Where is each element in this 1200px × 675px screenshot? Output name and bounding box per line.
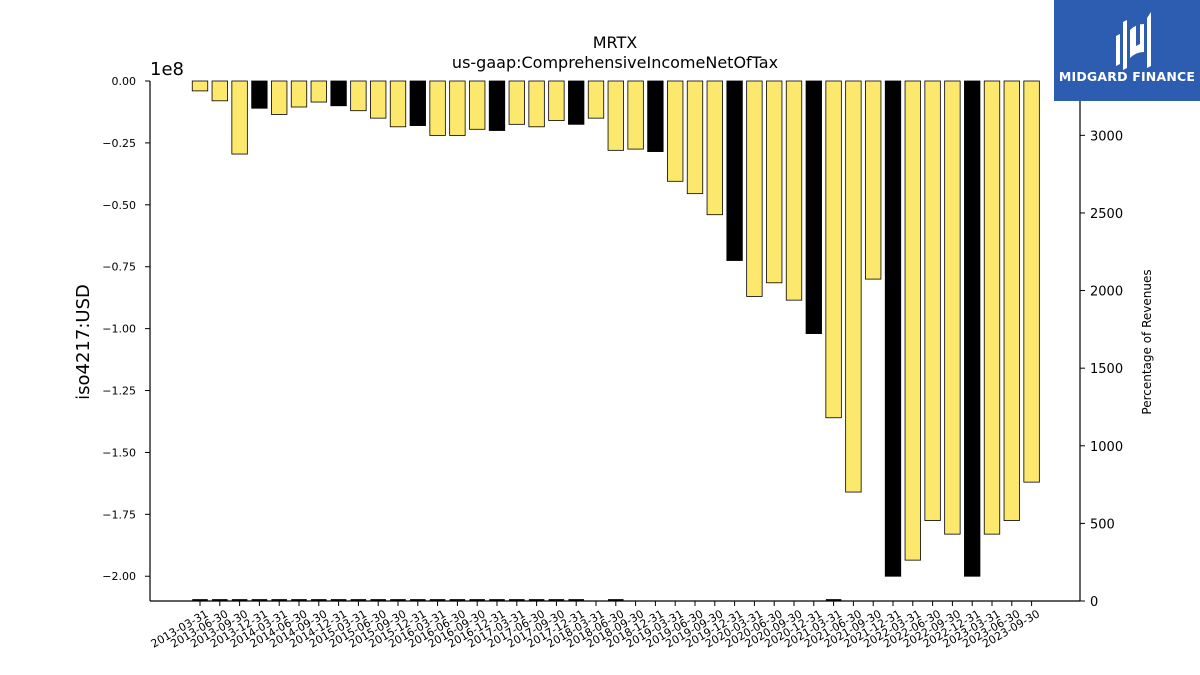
revenue-pct-bar-2013-06-30: [212, 599, 228, 601]
revenue-pct-bar-2014-03-31: [271, 599, 287, 601]
y-axis-scale-label: 1e8: [150, 59, 184, 80]
y2-tick-label: 3000: [1090, 129, 1123, 144]
bar-2021-12-31: [884, 80, 902, 577]
revenue-pct-bar-2013-09-30: [231, 599, 248, 601]
bar-2021-09-30: [865, 80, 882, 280]
bar-2019-03-31: [667, 80, 684, 182]
brand-logo: MIDGARD FINANCE: [1054, 0, 1200, 101]
bar-2020-12-31: [805, 80, 822, 334]
revenue-pct-bar-2016-06-30: [449, 599, 466, 601]
bar-2017-12-31: [568, 80, 585, 125]
revenue-pct-bar-2016-12-31: [489, 599, 505, 601]
revenue-pct-bar-2017-03-31: [509, 599, 525, 601]
bar-2023-03-31: [983, 80, 1001, 535]
revenue-pct-bar-2018-06-30: [608, 599, 624, 601]
y-tick-label: −1.75: [102, 508, 136, 521]
y2-tick-label: 2000: [1090, 285, 1123, 300]
revenue-pct-bar-2014-06-30: [291, 599, 307, 601]
bar-2020-03-31: [746, 80, 763, 297]
revenue-pct-bar-2015-03-31: [350, 599, 367, 601]
bar-2022-12-31: [964, 80, 981, 577]
bar-2022-03-31: [904, 80, 921, 561]
chart-subtitle: us-gaap:ComprehensiveIncomeNetOfTax: [452, 53, 778, 72]
revenue-pct-bar-2015-09-30: [390, 599, 406, 601]
y-tick-label: −2.00: [102, 570, 136, 583]
y-ticks-group: 0.00 −0.25 −0.50 −0.75 −1.00 −1.25 −1.50 −1.75 −…: [102, 75, 150, 583]
y2-axis-label: Percentage of Revenues: [1140, 269, 1154, 414]
bar-2017-09-30: [548, 80, 565, 122]
y2-tick-label: 1500: [1090, 362, 1123, 377]
bar-2015-06-30: [370, 80, 387, 119]
bar-2018-06-30: [607, 80, 624, 151]
bar-2013-06-30: [211, 80, 228, 102]
bar-2022-09-30: [944, 80, 961, 535]
y-tick-label: −1.50: [102, 446, 136, 459]
y-tick-label: −1.25: [102, 385, 136, 398]
chart-title: MRTX: [593, 33, 638, 52]
y-axis-label: iso4217:USD: [73, 284, 94, 400]
bar-2023-09-30: [1023, 80, 1040, 483]
y-tick-label: −0.50: [102, 199, 136, 212]
y-tick-label: −0.75: [102, 261, 136, 274]
y2-tick-label: 1000: [1090, 440, 1123, 455]
bar-2016-09-30: [469, 80, 486, 130]
bar-2015-12-31: [409, 80, 426, 126]
bar-2016-03-31: [429, 80, 446, 136]
bar-2014-06-30: [290, 80, 308, 108]
bar-2014-03-31: [271, 80, 288, 115]
revenue-pct-bar-2017-12-31: [568, 599, 584, 601]
bar-2013-09-30: [231, 80, 248, 155]
y-tick-label: 0.00: [112, 75, 137, 88]
bar-2018-09-30: [627, 80, 644, 150]
y2-ticks-group: 0 500 1000 1500 2000 2500 3000: [1080, 129, 1123, 610]
bar-2016-12-31: [488, 80, 506, 131]
bar-group: [191, 80, 1040, 577]
bar-2017-06-30: [528, 80, 545, 128]
bar-2016-06-30: [449, 80, 466, 136]
bar-2015-09-30: [389, 80, 407, 128]
revenue-pct-bar-2015-06-30: [370, 599, 386, 601]
y2-tick-label: 500: [1090, 517, 1115, 532]
midgard-logo-icon: [1116, 12, 1151, 70]
bar-2018-03-31: [587, 80, 605, 119]
revenue-pct-bar-2013-12-31: [251, 599, 268, 601]
bar-2019-09-30: [706, 80, 723, 216]
bar-2019-12-31: [726, 80, 743, 261]
bar-2015-03-31: [350, 80, 367, 112]
bar-2018-12-31: [647, 80, 664, 152]
revenue-pct-bar-2017-09-30: [548, 599, 565, 601]
y2-tick-label: 0: [1090, 595, 1098, 610]
brand-name: MIDGARD FINANCE: [1058, 69, 1196, 84]
y-tick-label: −0.25: [102, 137, 136, 150]
bar-2023-06-30: [1003, 80, 1020, 521]
bar-2019-06-30: [686, 80, 704, 195]
bar-2014-12-31: [330, 80, 347, 107]
x-ticks-group: 2013-03-312013-06-302013-09-302013-12-31…: [149, 601, 1042, 651]
revenue-pct-bar-2014-09-30: [311, 599, 327, 601]
revenue-pct-bar-2021-03-31: [825, 599, 842, 601]
revenue-pct-bar-2016-09-30: [469, 599, 485, 601]
revenue-pct-group: [192, 599, 842, 601]
bar-2022-06-30: [924, 80, 941, 521]
bar-2021-03-31: [825, 80, 842, 419]
bar-2014-09-30: [310, 80, 327, 103]
bar-2017-03-31: [508, 80, 525, 125]
revenue-pct-bar-2016-03-31: [429, 599, 446, 601]
revenue-pct-bar-2013-03-31: [192, 599, 208, 601]
revenue-pct-bar-2014-12-31: [330, 599, 347, 601]
bar-2021-06-30: [845, 80, 862, 493]
y-tick-label: −1.00: [102, 323, 136, 336]
revenue-pct-bar-2017-06-30: [528, 599, 545, 601]
bar-2013-12-31: [251, 80, 268, 109]
bar-2020-06-30: [766, 80, 783, 284]
y2-tick-label: 2500: [1090, 207, 1123, 222]
bar-2020-09-30: [785, 80, 803, 301]
revenue-pct-bar-2015-12-31: [410, 599, 426, 601]
bar-2013-03-31: [191, 80, 209, 92]
